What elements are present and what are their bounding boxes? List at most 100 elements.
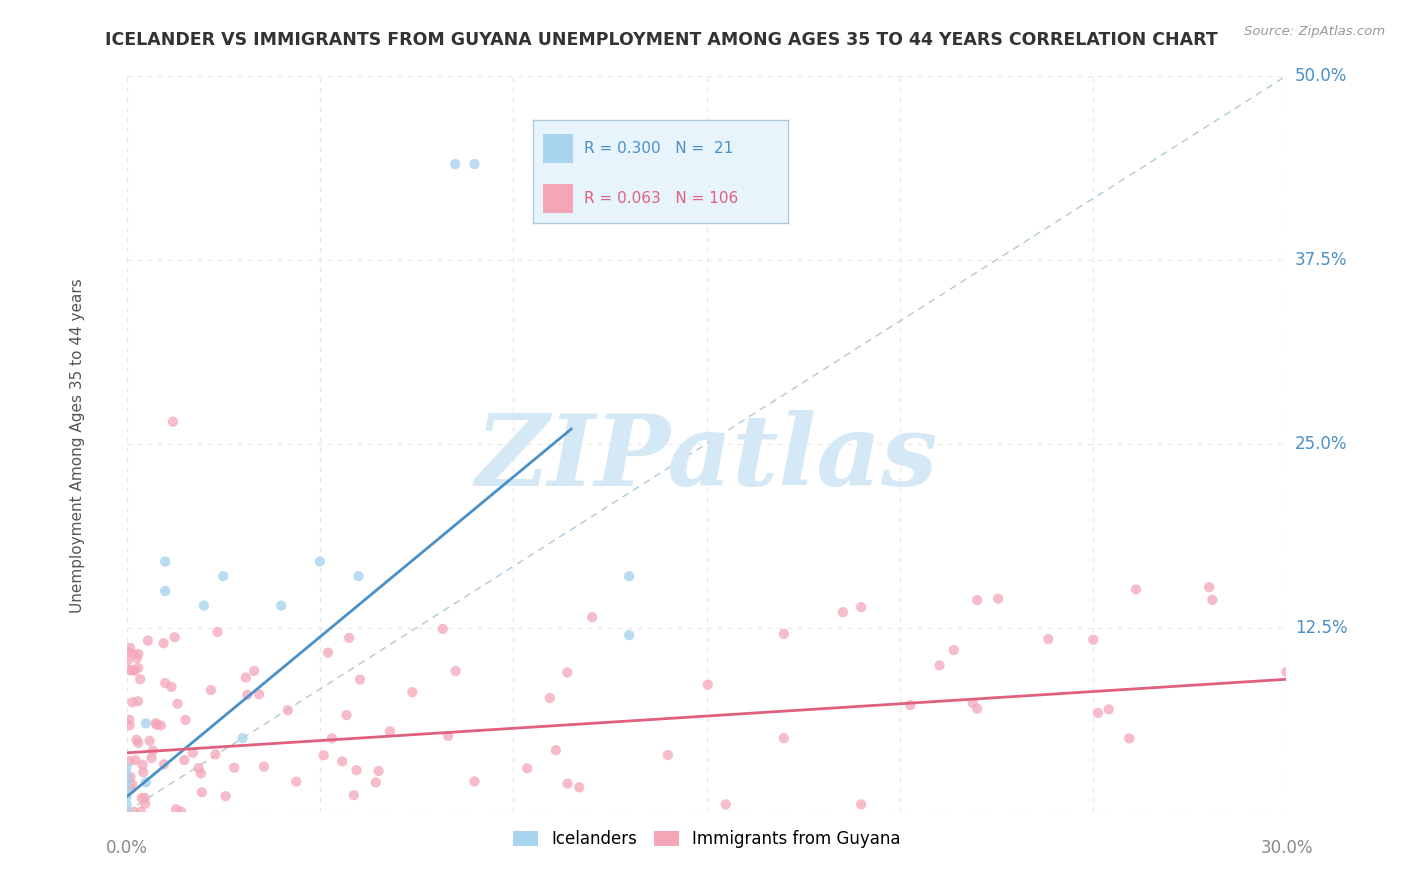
Point (166, 697, 188, 711)
Point (149, 718, 172, 732)
Point (516, 761, 538, 775)
Point (191, 785, 214, 799)
Point (1118, 731, 1140, 746)
Point (200, 683, 222, 698)
Point (1038, 632, 1060, 647)
Point (153, 676, 177, 690)
Point (115, 775, 138, 789)
Point (120, 640, 142, 655)
Point (247, 687, 270, 701)
Point (122, 647, 145, 661)
Text: 12.5%: 12.5% (1295, 619, 1347, 637)
Point (115, 797, 138, 812)
Text: 25.0%: 25.0% (1295, 434, 1347, 453)
Point (129, 672, 152, 686)
Point (190, 766, 212, 780)
Point (136, 633, 159, 648)
Point (316, 646, 339, 660)
Point (117, 654, 139, 668)
Point (277, 703, 299, 717)
Point (174, 713, 197, 727)
Point (127, 736, 149, 750)
Text: ZIPatlas: ZIPatlas (475, 410, 938, 507)
Text: 50.0%: 50.0% (1295, 67, 1347, 85)
Point (141, 751, 163, 765)
Text: Source: ZipAtlas.com: Source: ZipAtlas.com (1244, 25, 1385, 38)
Point (1125, 582, 1147, 597)
Point (364, 775, 387, 789)
Point (696, 678, 718, 692)
Point (160, 680, 183, 694)
Point (187, 761, 209, 775)
Point (142, 743, 165, 757)
Point (131, 757, 153, 772)
Point (145, 716, 167, 731)
Point (832, 605, 855, 619)
Point (1083, 632, 1105, 647)
Point (966, 593, 988, 607)
Point (127, 694, 149, 708)
Point (928, 658, 950, 673)
Point (207, 624, 229, 639)
Point (378, 724, 401, 739)
Point (568, 780, 591, 795)
Point (1098, 702, 1121, 716)
Point (544, 743, 567, 757)
Point (181, 746, 204, 760)
Point (134, 791, 156, 805)
Point (849, 797, 872, 812)
Point (115, 760, 138, 774)
Point (120, 770, 142, 784)
Point (145, 717, 167, 731)
Point (464, 157, 486, 171)
Point (349, 673, 371, 687)
Point (118, 754, 141, 768)
Point (115, 782, 138, 797)
Point (555, 665, 578, 680)
Point (131, 790, 153, 805)
Point (153, 584, 177, 599)
Legend: Icelanders, Immigrants from Guyana: Icelanders, Immigrants from Guyana (506, 823, 907, 855)
Point (253, 759, 276, 773)
Point (987, 591, 1010, 606)
Point (347, 569, 370, 583)
Point (115, 768, 138, 782)
Point (432, 622, 454, 636)
Point (464, 774, 486, 789)
Point (153, 757, 176, 772)
Point (125, 651, 148, 665)
Point (657, 747, 679, 762)
Point (581, 610, 603, 624)
Point (193, 599, 215, 613)
Point (204, 747, 226, 762)
Point (118, 718, 141, 732)
Point (243, 664, 266, 678)
Point (335, 708, 357, 723)
Point (121, 695, 143, 709)
Point (125, 732, 148, 747)
Point (120, 663, 142, 677)
Point (444, 664, 467, 678)
Point (121, 777, 143, 791)
Point (401, 685, 423, 699)
Point (285, 774, 308, 789)
Point (135, 716, 157, 731)
Point (1275, 665, 1298, 679)
Point (127, 661, 149, 675)
Point (152, 636, 174, 650)
Point (619, 628, 641, 642)
Point (966, 701, 988, 715)
Point (121, 663, 143, 677)
Point (124, 753, 146, 767)
Point (124, 664, 146, 678)
Point (773, 731, 796, 746)
Point (162, 415, 184, 429)
Point (942, 643, 965, 657)
Point (557, 776, 579, 790)
Point (962, 696, 984, 710)
Point (236, 688, 259, 702)
Point (437, 729, 460, 743)
Point (714, 797, 737, 812)
Point (153, 554, 177, 569)
Point (165, 802, 187, 816)
